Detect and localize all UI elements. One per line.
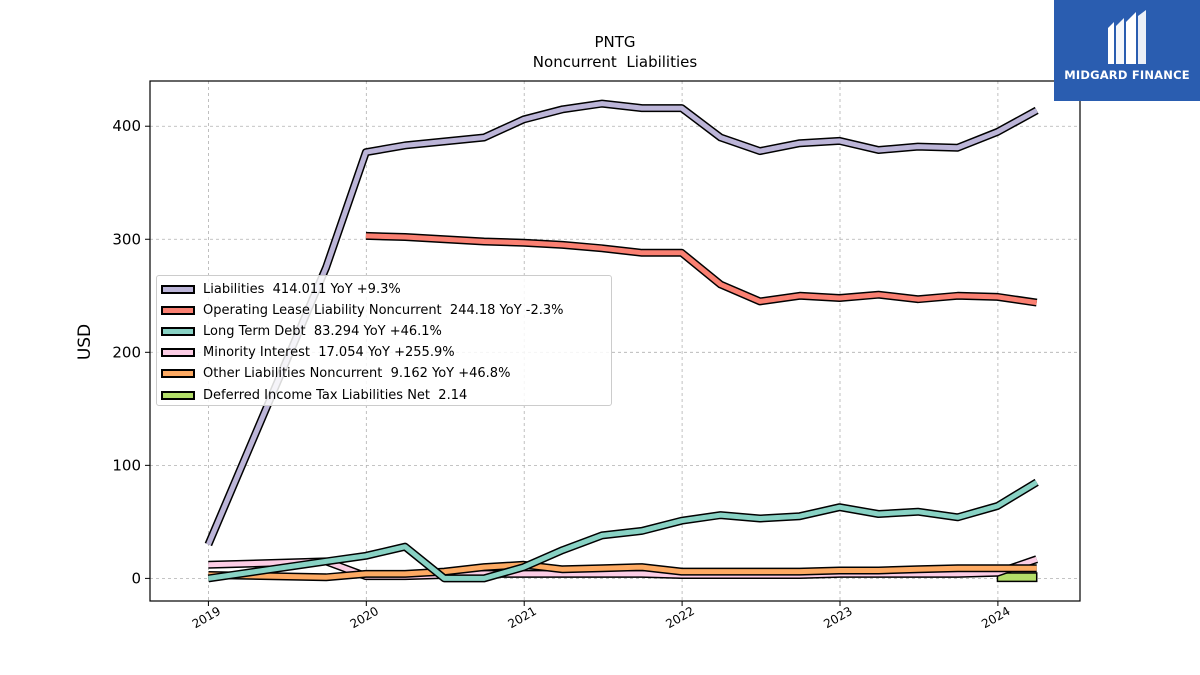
grid — [150, 81, 1080, 601]
y-tick-label: 200 — [112, 343, 141, 361]
legend-item: Minority Interest 17.054 YoY +255.9% — [161, 344, 455, 362]
midgard-logo-icon — [1108, 10, 1146, 64]
x-tick-label: 2023 — [821, 604, 854, 631]
series-layer — [204, 99, 1039, 583]
x-tick-label: 2020 — [348, 604, 381, 631]
series-line-long-term-debt — [208, 480, 1038, 581]
legend-label: Other Liabilities Noncurrent 9.162 YoY +… — [203, 366, 511, 382]
x-tick-label: 2024 — [979, 604, 1012, 631]
brand-logo: MIDGARD FINANCE — [1054, 0, 1200, 101]
chart-legend: Liabilities 414.011 YoY +9.3% Operating L… — [156, 275, 612, 406]
series-line-liabilities — [206, 101, 1038, 546]
x-tick-label: 2021 — [505, 604, 538, 631]
legend-swatch — [161, 326, 195, 336]
chart-title: PNTG — [594, 33, 635, 51]
legend-item: Operating Lease Liability Noncurrent 244… — [161, 301, 564, 319]
y-tick-label: 400 — [112, 117, 141, 135]
legend-swatch — [161, 348, 195, 358]
legend-swatch — [161, 390, 195, 400]
logo-text: MIDGARD FINANCE — [1064, 68, 1190, 82]
legend-item: Deferred Income Tax Liabilities Net 2.14 — [161, 386, 467, 404]
x-tick-label: 2022 — [663, 604, 696, 631]
legend-item: Long Term Debt 83.294 YoY +46.1% — [161, 322, 442, 340]
legend-swatch — [161, 369, 195, 379]
legend-label: Long Term Debt 83.294 YoY +46.1% — [203, 323, 442, 339]
y-axis-label: USD — [75, 324, 95, 360]
chart-subtitle: Noncurrent Liabilities — [533, 53, 698, 71]
legend-swatch — [161, 284, 195, 294]
series-line-other-liabilities-noncurrent — [208, 562, 1037, 580]
series-line-operating-lease-liability-noncurrent — [365, 233, 1038, 306]
x-tick-label: 2019 — [190, 604, 223, 631]
y-tick-label: 300 — [112, 230, 141, 248]
legend-swatch — [161, 305, 195, 315]
plot-frame — [149, 80, 1081, 602]
series-deferred-income-tax-bar — [996, 572, 1038, 583]
legend-label: Liabilities 414.011 YoY +9.3% — [203, 281, 401, 297]
y-tick-label: 100 — [112, 456, 141, 474]
legend-item: Liabilities 414.011 YoY +9.3% — [161, 280, 401, 298]
legend-label: Minority Interest 17.054 YoY +255.9% — [203, 345, 455, 361]
y-tick-label: 0 — [131, 569, 141, 587]
legend-label: Operating Lease Liability Noncurrent 244… — [203, 302, 564, 318]
legend-item: Other Liabilities Noncurrent 9.162 YoY +… — [161, 365, 510, 383]
legend-label: Deferred Income Tax Liabilities Net 2.14 — [203, 387, 468, 403]
